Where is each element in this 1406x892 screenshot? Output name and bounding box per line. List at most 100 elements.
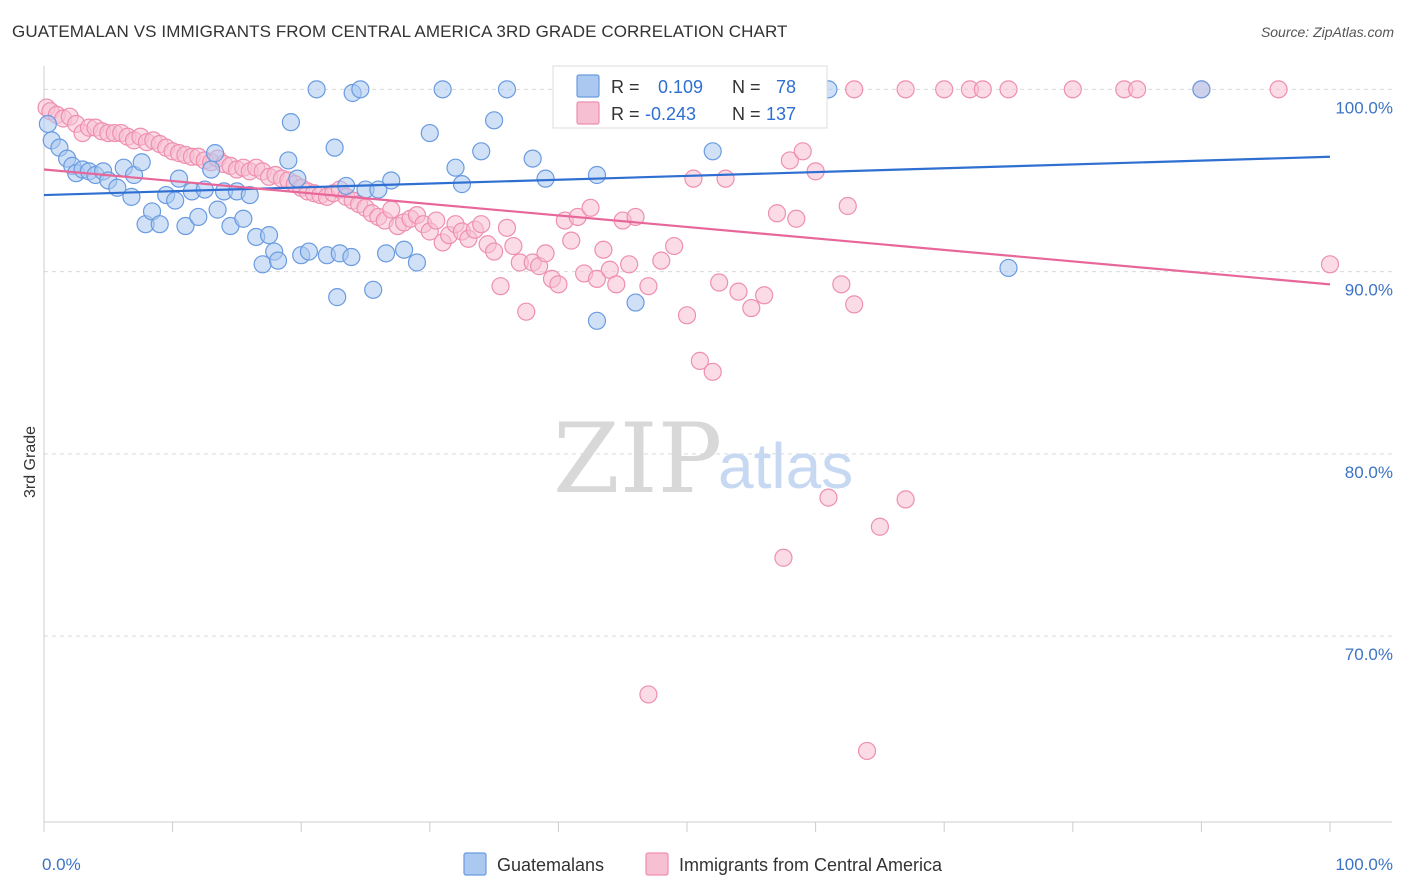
immigrants-point: [787, 209, 806, 228]
immigrants-point: [710, 273, 729, 292]
immigrants-point: [497, 218, 517, 237]
guatemalans-point: [1192, 80, 1211, 99]
guatemalans-point: [587, 165, 607, 185]
immigrants-point: [845, 80, 864, 99]
guatemalans-point: [240, 185, 259, 205]
immigrants-point: [845, 295, 864, 314]
immigrants-point: [587, 269, 607, 288]
guatemalans-point: [150, 215, 169, 234]
immigrants-point: [652, 251, 671, 270]
guatemalans-point: [307, 80, 326, 99]
guatemalans-point: [328, 288, 347, 307]
legend-n-value: 137: [766, 104, 796, 124]
immigrants-point: [639, 685, 658, 704]
immigrants-point: [703, 362, 722, 381]
legend-label-guatemalans: Guatemalans: [497, 855, 604, 875]
legend-r-label: R =: [611, 77, 640, 97]
immigrants-point: [382, 200, 401, 219]
guatemalans-point: [234, 209, 253, 228]
immigrants-point: [504, 236, 523, 256]
guatemalans-point: [485, 111, 504, 130]
guatemalans-point: [446, 158, 465, 177]
guatemalans-point: [132, 153, 151, 172]
immigrants-point: [857, 741, 877, 761]
immigrants-point: [639, 277, 658, 296]
tick-labels: 100.0% 90.0% 80.0% 70.0% 0.0% 100.0%: [42, 98, 1393, 874]
guatemalans-point: [259, 226, 279, 245]
guatemalans-point: [626, 293, 645, 312]
y-axis-label: 3rd Grade: [22, 426, 39, 498]
guatemalans-point: [189, 207, 208, 227]
guatemalans-point: [176, 216, 195, 236]
guatemalans-point: [382, 171, 401, 190]
immigrants-point: [973, 80, 992, 99]
immigrants-point: [780, 151, 799, 170]
guatemalans-point: [394, 240, 414, 259]
immigrants-point: [935, 80, 954, 99]
immigrants-point: [549, 275, 568, 294]
immigrants-point: [716, 169, 735, 188]
legend-swatch-blue: [576, 74, 600, 98]
immigrants-point: [485, 242, 504, 261]
guatemalans-point: [299, 242, 319, 261]
legend-r-label: R =: [611, 104, 640, 124]
immigrants-point: [517, 302, 536, 321]
immigrants-point: [832, 275, 851, 294]
guatemalans-point: [169, 169, 189, 188]
chart-title: GUATEMALAN VS IMMIGRANTS FROM CENTRAL AM…: [12, 22, 788, 41]
immigrants-point: [1063, 80, 1082, 99]
guatemalans-point: [376, 244, 396, 263]
immigrants-point: [774, 548, 793, 567]
guatemalans-point: [202, 160, 221, 179]
guatemalans-point: [122, 187, 141, 206]
immigrants-point: [870, 517, 890, 536]
guatemalans-point: [279, 151, 298, 170]
immigrants-point: [1320, 255, 1340, 274]
immigrants-point: [767, 204, 787, 223]
guatemalans-point: [703, 142, 722, 161]
guatemalans-point: [325, 138, 344, 157]
guatemalans-point: [999, 258, 1018, 278]
watermark: ZIP atlas: [553, 403, 853, 515]
axes: [43, 66, 1392, 832]
y-tick-label: 100.0%: [1335, 98, 1393, 117]
immigrants-point: [793, 142, 812, 161]
guatemalans-point: [351, 80, 370, 99]
series-legend: Guatemalans Immigrants from Central Amer…: [463, 852, 943, 876]
legend-n-value: 78: [776, 77, 796, 97]
immigrants-point: [677, 306, 697, 325]
immigrants-point: [620, 255, 639, 274]
legend-swatch-pink: [576, 101, 600, 125]
guatemalans-point: [587, 311, 607, 330]
guatemalans-point: [281, 113, 301, 132]
legend-r-value: -0.243: [645, 104, 696, 124]
guatemalans-point: [472, 142, 491, 161]
guatemalans-point: [38, 114, 57, 134]
x-tick-label: 0.0%: [42, 855, 81, 874]
guatemalans-point: [407, 253, 427, 272]
immigrants-point: [819, 488, 838, 507]
y-tick-label: 90.0%: [1345, 281, 1393, 300]
immigrants-point: [665, 236, 684, 256]
legend-label-immigrants: Immigrants from Central America: [679, 855, 943, 875]
immigrants-point: [838, 196, 857, 216]
guatemalans-point: [205, 144, 225, 163]
immigrants-point: [562, 231, 581, 250]
immigrants-point: [594, 240, 613, 259]
trend-lines: [43, 155, 1331, 286]
immigrants-point: [684, 169, 703, 188]
series-immigrants-points: [37, 80, 1340, 761]
guatemalans-point: [536, 169, 555, 188]
guatemalans-point: [268, 251, 288, 270]
y-tick-label: 80.0%: [1345, 463, 1393, 482]
immigrants-point: [472, 215, 491, 234]
guatemalans-point: [364, 280, 383, 299]
watermark-zip: ZIP: [553, 403, 722, 515]
immigrants-point: [536, 244, 555, 263]
guatemalans-point: [523, 149, 542, 168]
guatemalans-point: [433, 80, 452, 99]
guatemalans-point: [420, 123, 439, 143]
legend-n-label: N =: [732, 77, 761, 97]
guatemalans-point: [166, 191, 185, 210]
